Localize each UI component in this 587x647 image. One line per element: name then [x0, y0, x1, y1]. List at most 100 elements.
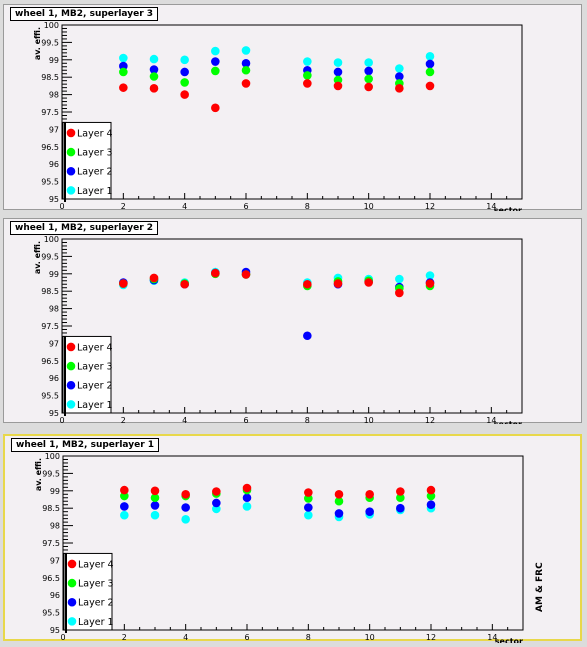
y-tick-label: 97.5 [41, 322, 59, 331]
data-point [150, 501, 160, 510]
x-tick-label: 0 [59, 202, 64, 211]
data-point [180, 67, 189, 77]
legend-label: Layer 1 [77, 186, 113, 197]
data-point [364, 66, 373, 76]
data-point [365, 489, 374, 499]
data-point [395, 288, 404, 298]
data-point [365, 507, 374, 516]
legend-label: Layer 4 [77, 342, 113, 353]
data-point [212, 498, 221, 508]
legend-marker [66, 380, 76, 390]
legend-label: Layer 4 [78, 559, 114, 570]
x-tick-label: 8 [306, 633, 311, 642]
x-tick-label: 6 [244, 633, 249, 642]
data-point [150, 510, 160, 520]
data-point [333, 279, 343, 288]
data-point [211, 268, 220, 278]
y-tick-label: 95 [50, 626, 60, 635]
x-tick-label: 6 [243, 416, 248, 424]
x-tick-label: 12 [425, 202, 435, 211]
data-point [303, 331, 312, 341]
y-tick-label: 98 [49, 91, 59, 100]
x-tick-label: 2 [122, 633, 127, 642]
y-tick-label: 98 [50, 522, 60, 531]
chart-title: wheel 1, MB2, superlayer 3 [10, 7, 159, 21]
y-tick-label: 99 [49, 56, 59, 65]
legend-label: Layer 1 [77, 400, 113, 411]
chart-pad-superlayer-3[interactable]: wheel 1, MB2, superlayer 3 95 95.5 96 96.5 9… [3, 4, 582, 211]
legend-marker [66, 361, 76, 371]
legend-marker [66, 400, 76, 409]
y-tick-label: 97.5 [42, 539, 60, 548]
y-tick-label: 98.5 [42, 504, 60, 513]
legend-label: Layer 2 [78, 598, 114, 609]
y-tick-label: 96 [49, 160, 59, 169]
data-point [150, 493, 160, 503]
data-point [211, 103, 220, 113]
data-point [333, 58, 343, 67]
y-tick-label: 97 [49, 125, 59, 134]
legend-marker [66, 342, 76, 352]
legend-label: Layer 4 [77, 128, 113, 139]
data-point [395, 72, 404, 81]
plot-frame [61, 24, 523, 200]
data-point [303, 79, 312, 88]
data-point [212, 487, 221, 496]
y-tick-label: 97 [50, 556, 60, 565]
y-tick-label: 96.5 [41, 143, 59, 152]
x-tick-label: 12 [426, 633, 436, 642]
legend-label: Layer 3 [77, 362, 113, 373]
data-point [180, 90, 189, 99]
chart-pad-superlayer-1[interactable]: wheel 1, MB2, superlayer 1 95 95.5 96 96.5 9… [3, 434, 582, 643]
y-tick-label: 100 [44, 235, 59, 244]
data-point [211, 66, 220, 76]
data-point [120, 485, 129, 495]
data-point [242, 502, 252, 511]
data-point [364, 278, 373, 287]
y-tick-label: 95 [49, 409, 59, 418]
chart-plot-superlayer-3: 95 95.5 96 96.5 97 97.5 98 98.5 99 99.5 100 0 2 4 6 8 10… [33, 21, 523, 211]
legend-marker [67, 578, 77, 588]
legend-marker [66, 128, 76, 138]
y-tick-label: 100 [45, 452, 60, 461]
legend-label: Layer 3 [78, 579, 114, 590]
data-point [395, 274, 404, 284]
y-tick-label: 96.5 [42, 574, 60, 583]
x-tick-label: 4 [182, 416, 187, 424]
y-tick-label: 99 [50, 487, 60, 496]
data-point [425, 279, 435, 288]
data-point [119, 53, 128, 63]
legend-label: Layer 1 [78, 617, 114, 628]
x-axis-label: sector [495, 637, 523, 643]
data-point [304, 510, 313, 520]
data-point [242, 493, 252, 503]
data-point [149, 72, 159, 81]
plot-frame [62, 455, 524, 631]
x-tick-label: 0 [59, 416, 64, 424]
data-point [180, 78, 189, 87]
data-point [425, 271, 435, 280]
y-tick-label: 95.5 [42, 609, 60, 618]
x-tick-label: 12 [425, 416, 435, 424]
data-point [333, 81, 343, 91]
data-point [334, 489, 344, 499]
y-tick-label: 99.5 [41, 38, 59, 47]
data-point [425, 67, 435, 77]
legend-marker [66, 186, 76, 195]
y-tick-label: 99 [49, 270, 59, 279]
side-label: AM & FRC [535, 562, 545, 612]
x-tick-label: 10 [365, 633, 375, 642]
x-tick-label: 14 [487, 633, 497, 642]
data-point [333, 67, 343, 77]
y-tick-label: 97.5 [41, 108, 59, 117]
chart-plot-superlayer-2: 95 95.5 96 96.5 97 97.5 98 98.5 99 99.5 100 0 2 4 6 8 10… [33, 235, 523, 424]
legend-marker [66, 166, 76, 176]
chart-pad-superlayer-2[interactable]: wheel 1, MB2, superlayer 2 95 95.5 96 96.5 9… [3, 218, 582, 424]
data-point [211, 57, 220, 66]
plot-frame [61, 238, 523, 414]
x-tick-label: 10 [364, 416, 374, 424]
data-point [181, 515, 190, 524]
data-point [334, 509, 344, 518]
data-point [241, 79, 251, 88]
y-tick-label: 96 [49, 374, 59, 383]
